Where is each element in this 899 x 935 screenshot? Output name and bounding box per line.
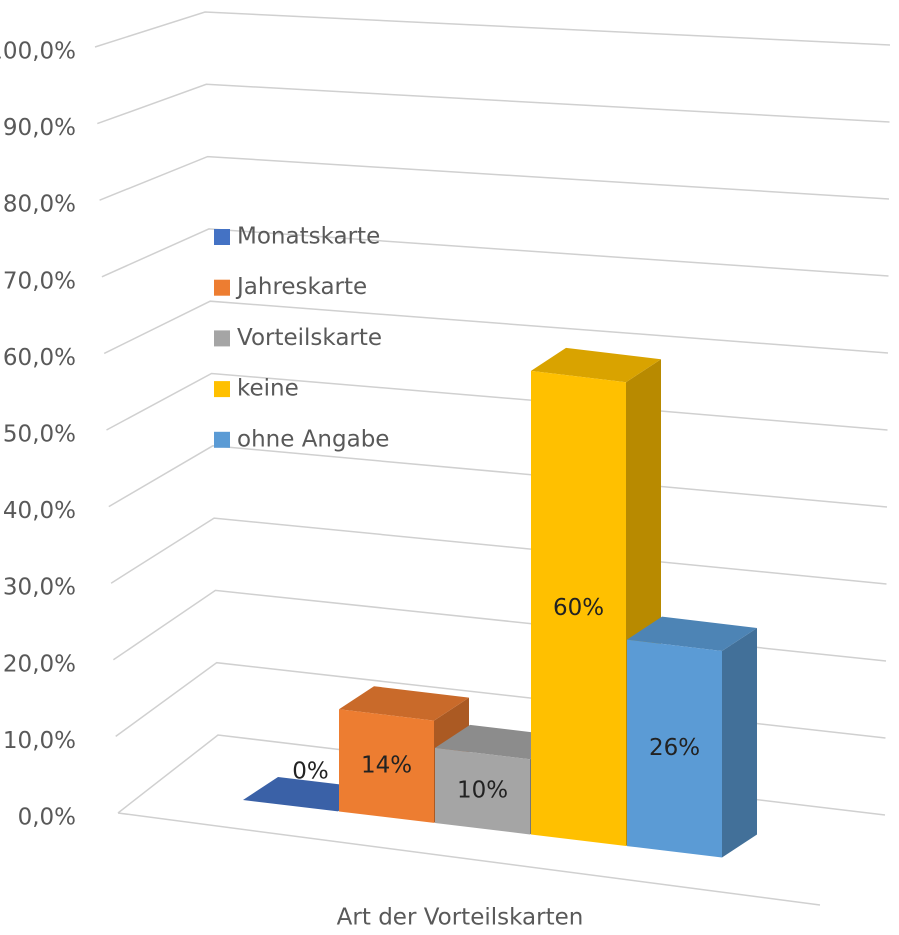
floor-edge [117,812,821,906]
grid-line [115,661,886,739]
legend-label: Monatskarte [237,224,380,250]
y-tick-label: 100,0% [0,39,76,65]
value-label: 14% [361,753,412,779]
value-label: 10% [457,778,508,804]
bar-top [531,347,661,383]
value-label: 26% [649,735,700,761]
grid-line [99,155,890,201]
bar-front [531,370,626,846]
grid-line [97,83,890,125]
bar-top [339,686,469,721]
legend-label: keine [237,376,299,402]
y-tick-label: 30,0% [3,575,76,601]
grid-line [110,517,887,585]
legend-swatch [214,229,230,245]
y-tick-label: 0,0% [18,805,76,831]
value-label: 60% [553,595,604,621]
y-tick-label: 80,0% [3,192,76,218]
bar [339,686,469,823]
legend-label: Jahreskarte [235,274,367,300]
grid-line [103,300,889,355]
bar [627,616,757,858]
bar-front [627,639,722,858]
legend-swatch [214,381,230,398]
y-tick-label: 10,0% [3,728,76,754]
y-tick-label: 50,0% [3,422,76,448]
legend-swatch [214,279,230,296]
legend-swatch [214,330,230,347]
grid-line [112,589,887,662]
bar-front [339,709,434,823]
grid-line [108,445,888,508]
legend-swatch [214,431,230,448]
legend-label: ohne Angabe [237,426,389,452]
y-tick-label: 60,0% [3,345,76,371]
y-tick-label: 20,0% [3,651,76,677]
grid-line [106,372,888,431]
y-tick-label: 90,0% [3,115,76,141]
x-category-label: Art der Vorteilskarten [337,905,584,931]
bar-top [627,616,757,652]
grid-line [94,11,891,48]
bar-front [435,747,530,835]
value-label: 0% [292,759,329,785]
grid-line [101,228,889,278]
legend-label: Vorteilskarte [237,325,382,351]
bar-side [722,628,757,858]
y-tick-label: 70,0% [3,268,76,294]
y-tick-label: 40,0% [3,498,76,524]
